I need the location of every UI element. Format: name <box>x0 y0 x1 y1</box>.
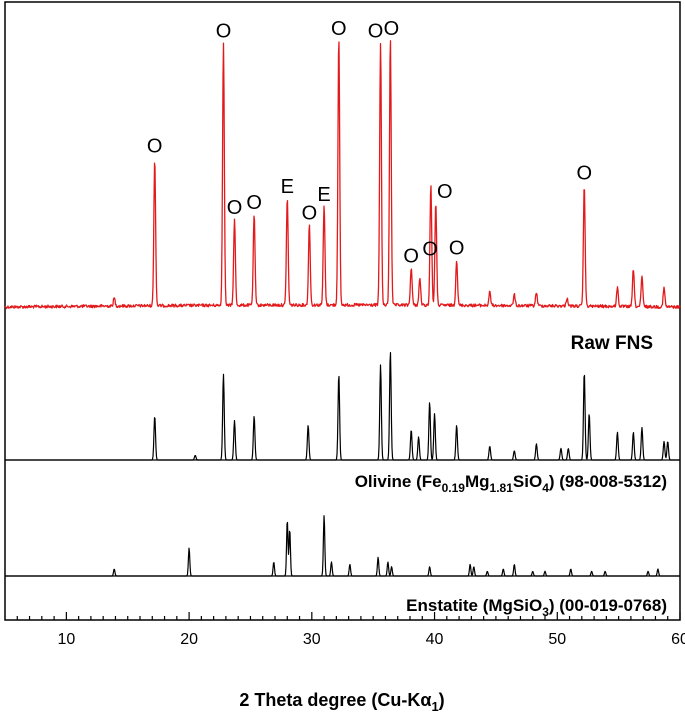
plot-frame <box>4 1 681 621</box>
series-line-olivine <box>4 352 681 461</box>
peak-marker-o: O <box>437 181 453 203</box>
plot-border <box>4 1 681 621</box>
series-label-enstatite: Enstatite (MgSiO3) (00-019-0768) <box>406 596 667 619</box>
series-label-olivine: Olivine (Fe0.19Mg1.81SiO4) (98-008-5312) <box>355 472 667 495</box>
peak-marker-o: O <box>147 136 163 158</box>
peak-marker-o: O <box>331 18 347 40</box>
x-tick-label: 60 <box>671 631 685 648</box>
peak-marker-o: O <box>302 203 318 225</box>
peak-marker-o: O <box>227 197 243 219</box>
series-label-raw-fns: Raw FNS <box>571 333 653 354</box>
x-tick-label: 10 <box>57 631 75 648</box>
series-line-enstatite <box>4 515 681 577</box>
peak-marker-o: O <box>449 237 465 259</box>
x-axis-title: 2 Theta degree (Cu-Kα1) <box>239 690 444 714</box>
peak-marker-o: O <box>246 192 262 214</box>
peak-marker-e: E <box>317 184 330 206</box>
x-tick-label: 30 <box>303 631 321 648</box>
peak-marker-o: O <box>368 20 384 42</box>
peak-marker-o: O <box>384 18 400 40</box>
series-layer <box>4 40 681 577</box>
x-tick-label: 20 <box>180 631 198 648</box>
peak-marker-e: E <box>281 176 294 198</box>
x-tick-label: 50 <box>548 631 566 648</box>
x-tick-label: 40 <box>426 631 444 648</box>
peak-marker-o: O <box>403 246 419 268</box>
peak-marker-o: O <box>422 239 438 261</box>
peak-marker-o: O <box>577 162 593 184</box>
peak-marker-o: O <box>216 20 232 42</box>
series-line-raw-fns <box>4 40 681 310</box>
x-axis-ticks: 10 20 30 40 50 60 <box>16 612 685 648</box>
